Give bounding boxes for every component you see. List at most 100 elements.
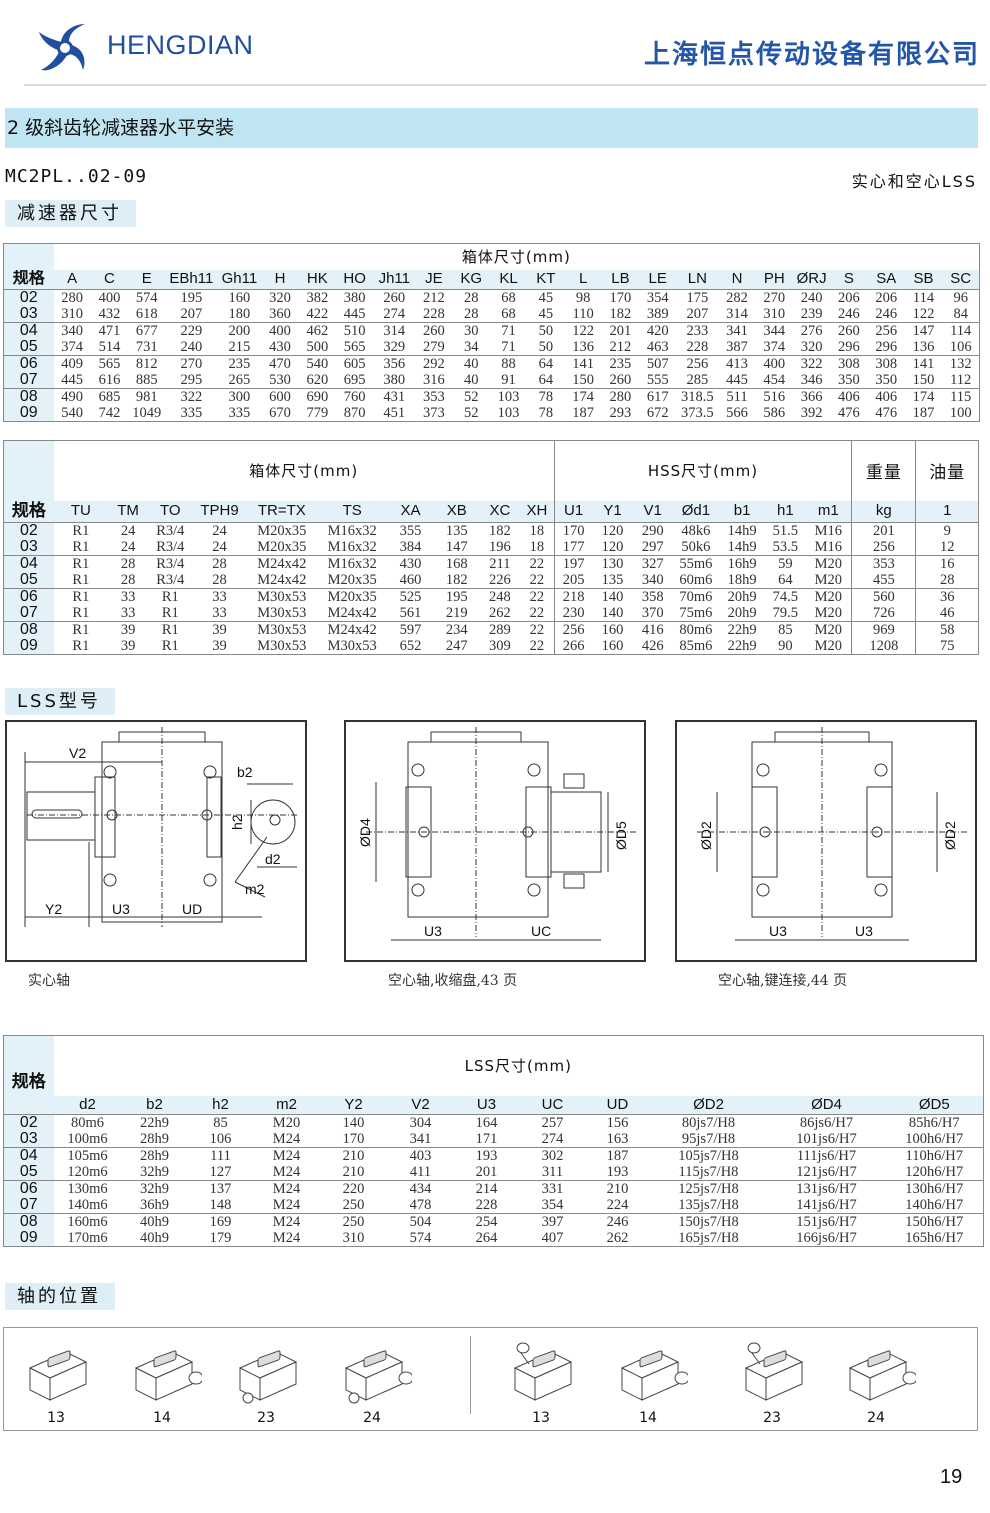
value-cell: 981 xyxy=(128,388,166,405)
value-cell: 380 xyxy=(383,372,406,388)
value-cell: 617 xyxy=(639,388,677,405)
value-cell: 600 xyxy=(261,388,299,405)
value-cell: 22 xyxy=(529,638,545,654)
value-cell: 160m6 xyxy=(53,1212,122,1230)
value-cell: 196 xyxy=(489,539,511,555)
value-cell: 34 xyxy=(463,339,479,355)
value-cell: 690 xyxy=(298,388,336,405)
column-header-row: d2 b2 h2 m2 Y2 V2 U3 UC UD ØD2 ØD4 ØD5 xyxy=(3,1095,984,1114)
value-cell: 150h6/H7 xyxy=(885,1212,984,1230)
position-label: 14 xyxy=(153,1410,171,1426)
dimensions-tag: 减速器尺寸 xyxy=(5,200,136,227)
value-cell: 39 xyxy=(192,621,247,638)
value-cell: 131js6/H7 xyxy=(767,1179,886,1197)
value-cell: 58 xyxy=(915,621,979,638)
value-cell: 182 xyxy=(479,522,520,539)
column-header: S xyxy=(830,269,868,290)
header-divider xyxy=(24,84,986,86)
value-cell: R1 xyxy=(161,605,179,621)
spec-label: 规格 xyxy=(3,1035,54,1096)
value-cell: 246 xyxy=(875,306,898,322)
gearbox-position-icon xyxy=(513,1342,573,1401)
value-cell: R1 xyxy=(72,539,90,555)
value-cell: 374 xyxy=(61,339,84,355)
value-cell: 373 xyxy=(423,405,445,421)
shaft-position-24: 24 xyxy=(836,1338,918,1426)
value-cell: 389 xyxy=(646,306,669,322)
value-cell: 187 xyxy=(585,1146,650,1164)
column-header: kg xyxy=(851,500,916,523)
value-cell: 115js7/H8 xyxy=(678,1163,739,1180)
spec-cell: 03 xyxy=(3,306,54,323)
value-cell: 50 xyxy=(538,339,554,355)
value-cell: 193 xyxy=(606,1163,629,1180)
value-cell: 201 xyxy=(475,1163,498,1180)
value-cell: 250 xyxy=(319,1212,388,1230)
value-cell: 121js6/H7 xyxy=(796,1163,857,1180)
value-cell: 206 xyxy=(867,289,905,306)
value-cell: 39 xyxy=(120,638,136,654)
value-cell: 565 xyxy=(343,339,366,355)
table-row: 02 80m6 22h9 85 M20 140 304 164 257 156 80js7/H8 86… xyxy=(3,1113,984,1131)
value-cell: 150js7/H8 xyxy=(649,1212,768,1230)
value-cell: 212 xyxy=(415,289,453,306)
value-cell: 169 xyxy=(187,1212,254,1230)
value-cell: 130 xyxy=(592,555,633,572)
d4-label: ØD4 xyxy=(357,818,373,847)
gearbox-position-icon xyxy=(238,1350,298,1404)
table-row: 02 R1 24 R3/4 24 M20x35 M16x32 355 135 182 18 170 12… xyxy=(3,522,979,539)
value-cell: 115 xyxy=(942,388,980,405)
value-cell: M16x32 xyxy=(317,522,388,539)
value-cell: 51.5 xyxy=(765,522,806,539)
value-cell: 130m6 xyxy=(53,1179,122,1197)
value-cell: 445 xyxy=(61,372,84,388)
value-cell: M16x32 xyxy=(317,555,388,572)
value-cell: 112 xyxy=(950,372,972,388)
table-row: 03 100m6 28h9 106 M24 170 341 171 274 163 95js7/H8… xyxy=(3,1130,984,1147)
value-cell: 354 xyxy=(639,289,677,306)
spec-cell: 03 xyxy=(3,1130,54,1147)
b2-label: b2 xyxy=(237,764,253,780)
value-cell: 235 xyxy=(217,355,262,372)
value-cell: 22 xyxy=(529,572,545,588)
value-cell: 228 xyxy=(423,306,445,322)
value-cell: 274 xyxy=(541,1130,564,1147)
value-cell: R1 xyxy=(53,522,109,539)
spec-label: 规格 xyxy=(3,269,54,290)
column-header: LE xyxy=(639,269,677,290)
value-cell: 451 xyxy=(383,405,406,421)
value-cell: 120 xyxy=(592,522,633,539)
value-cell: 187 xyxy=(912,405,935,421)
value-cell: 310 xyxy=(61,306,84,322)
value-cell: 280 xyxy=(53,289,91,306)
value-cell: 416 xyxy=(632,621,673,638)
column-header: SB xyxy=(904,269,943,290)
value-cell: M24 xyxy=(272,1229,301,1246)
value-cell: 80m6 xyxy=(53,1113,122,1131)
value-cell: 30 xyxy=(452,322,490,339)
value-cell: 166js6/H7 xyxy=(796,1229,857,1246)
column-header: XA xyxy=(387,500,434,523)
group-header-row: 箱体尺寸(mm) xyxy=(3,243,980,270)
value-cell: 210 xyxy=(342,1163,365,1180)
value-cell: 136 xyxy=(912,339,935,355)
value-cell: 229 xyxy=(165,322,218,339)
column-header: XC xyxy=(479,500,520,523)
value-cell: 616 xyxy=(98,372,121,388)
spec-cell: 09 xyxy=(3,638,54,655)
table-row: 03 310 432 618 207 180 360 422 445 274 228 28 68 45 11… xyxy=(3,306,980,323)
value-cell: 40 xyxy=(463,372,479,388)
value-cell: M20 xyxy=(805,621,852,638)
value-cell: 370 xyxy=(641,605,664,621)
uc-label: UC xyxy=(531,923,551,939)
value-cell: 12 xyxy=(915,539,979,556)
value-cell: M30x53 xyxy=(327,638,377,654)
table-row: 05 374 514 731 240 215 430 500 565 329 279 34 71 50 13… xyxy=(3,339,980,356)
column-header-row: 规格 A C E EBh11 Gh11 H HK HO Jh11 JE KG KL KT L LB LE LN N P… xyxy=(3,269,980,290)
position-label: 13 xyxy=(532,1410,550,1426)
value-cell: 175 xyxy=(676,289,719,306)
table-row: 06 409 565 812 270 235 470 540 605 356 292 40 88 64 14… xyxy=(3,355,980,372)
table-row: 08 490 685 981 322 300 600 690 760 431 353 52 103 78 1… xyxy=(3,388,980,405)
value-cell: 316 xyxy=(423,372,445,388)
value-cell: 320 xyxy=(261,289,299,306)
